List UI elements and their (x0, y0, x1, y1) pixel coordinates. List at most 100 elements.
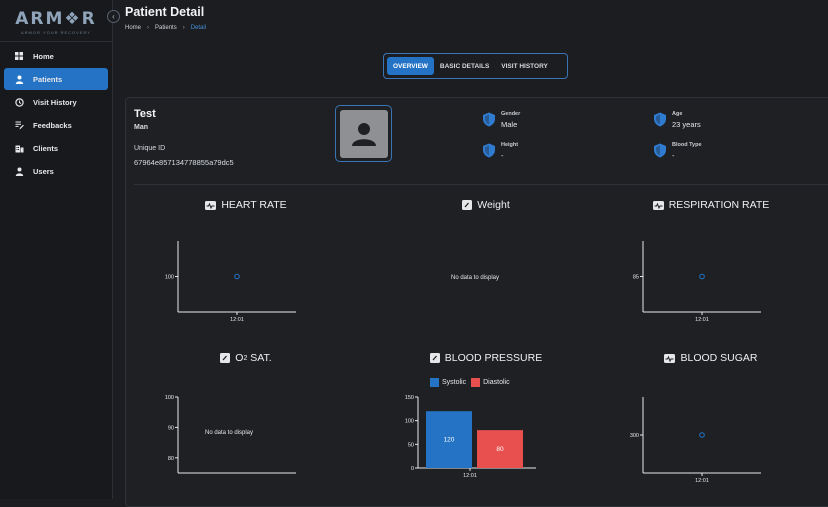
info-height: Height - (482, 142, 518, 160)
patient-name: Test (134, 108, 156, 120)
unique-id-label: Unique ID (134, 145, 166, 152)
legend-systolic[interactable]: Systolic (430, 378, 466, 387)
legend-diastolic[interactable]: Diastolic (471, 378, 510, 387)
monitor-heart-icon (664, 353, 676, 363)
y-tick-label: 100 (165, 395, 174, 401)
sidebar-item-label: Patients (33, 74, 63, 84)
bar-value-label: 80 (496, 446, 504, 453)
y-tick-label: 80 (168, 456, 174, 462)
breadcrumb-current: Detail (190, 25, 207, 31)
bar-diastolic (477, 430, 523, 468)
main-content: Patient Detail Home › Patients › Detail … (114, 0, 828, 507)
sidebar-collapse-button[interactable]: ‹ (107, 10, 120, 23)
blood-pressure-title: BLOOD PRESSURE (386, 352, 586, 364)
x-tick-label: 12:01 (695, 317, 709, 323)
info-age: Age 23 years (653, 111, 701, 129)
info-blood-type: Blood Type - (653, 142, 702, 160)
no-data-label: No data to display (451, 275, 499, 281)
weight-title: Weight (406, 199, 566, 211)
respiration-rate-title: RESPIRATION RATE (621, 199, 801, 211)
heart-rate-title: HEART RATE (166, 199, 326, 211)
person-icon (13, 75, 25, 84)
section-divider (134, 184, 828, 185)
weight-icon (220, 353, 231, 363)
sidebar-item-patients[interactable]: Patients (4, 68, 108, 90)
tab-basic-details[interactable]: BASIC DETAILS (439, 62, 490, 70)
gender-label: Gender (501, 111, 521, 117)
shield-icon (483, 112, 495, 127)
legend-swatch (471, 378, 481, 387)
blood-type-value: - (672, 151, 675, 160)
app-logo[interactable]: ARM❖R ARMOR YOUR RECOVERY (0, 0, 112, 40)
monitor-heart-icon (652, 200, 664, 210)
sidebar-item-visit-history[interactable]: Visit History (4, 91, 108, 113)
shield-icon (654, 112, 666, 127)
sidebar-nav: Home Patients Visit History Feedbacks Cl… (0, 45, 112, 182)
data-point (234, 273, 240, 280)
grid-icon (13, 52, 25, 60)
unique-id-value: 67964e857134778855a79dc5 (134, 158, 234, 167)
shield-icon (654, 143, 666, 158)
logo-text: ARM❖R (15, 9, 97, 29)
sidebar-item-clients[interactable]: Clients (4, 137, 108, 159)
sidebar-item-users[interactable]: Users (4, 160, 108, 182)
y-tick-label: 90 (168, 425, 174, 431)
sidebar-item-home[interactable]: Home (4, 45, 108, 67)
sidebar-item-feedbacks[interactable]: Feedbacks (4, 114, 108, 136)
no-data-label: No data to display (205, 430, 253, 436)
breadcrumb-patients[interactable]: Patients (155, 25, 177, 31)
avatar-frame (335, 105, 392, 162)
sidebar-item-label: Visit History (33, 97, 77, 107)
x-tick-label: 12:01 (463, 473, 477, 479)
blood-sugar-chart: 300 12:01 (630, 397, 761, 484)
tab-visit-history[interactable]: VISIT HISTORY (501, 62, 548, 70)
avatar (339, 109, 388, 158)
y-tick-label: 50 (408, 442, 414, 448)
history-icon (13, 97, 25, 107)
blood-sugar-title: BLOOD SUGAR (631, 352, 791, 364)
height-label: Height (501, 142, 519, 148)
weight-chart: No data to display (451, 275, 499, 281)
y-tick-label: 100 (405, 419, 414, 425)
sidebar-item-label: Feedbacks (33, 120, 72, 130)
user-icon (13, 167, 25, 176)
y-tick-label: 300 (630, 433, 639, 439)
respiration-rate-chart: 85 12:01 (633, 241, 761, 323)
tab-bar: OVERVIEW BASIC DETAILS VISIT HISTORY (383, 53, 568, 79)
feedback-icon (13, 121, 25, 130)
patient-overview-card: Test Man Unique ID 67964e857134778855a79… (125, 97, 828, 507)
sidebar-divider (0, 41, 112, 42)
x-tick-label: 12:01 (695, 478, 709, 484)
info-gender: Gender Male (482, 111, 520, 129)
person-placeholder-icon (351, 122, 376, 146)
data-point (699, 432, 705, 438)
page-title: Patient Detail (125, 5, 205, 19)
age-label: Age (672, 111, 683, 117)
chevron-right-icon: › (182, 25, 185, 31)
patient-gender-short: Man (134, 124, 148, 131)
bar-value-label: 120 (444, 437, 455, 444)
blood-pressure-chart: 150 100 50 0 12:01 120 80 (405, 395, 536, 479)
y-tick-label: 150 (405, 395, 414, 401)
bp-legend: Systolic Diastolic (430, 378, 515, 387)
breadcrumb-home[interactable]: Home (125, 25, 142, 31)
x-tick-label: 12:01 (230, 317, 244, 323)
data-point (699, 273, 705, 280)
sidebar-item-label: Clients (33, 143, 59, 153)
age-value: 23 years (672, 120, 701, 129)
logo-tagline: ARMOR YOUR RECOVERY (21, 30, 91, 35)
monitor-heart-icon (205, 200, 217, 210)
sidebar-item-label: Users (33, 166, 54, 176)
bar-systolic (426, 411, 472, 468)
weight-icon (462, 200, 473, 210)
breadcrumb: Home › Patients › Detail (125, 25, 206, 31)
y-tick-label: 85 (633, 275, 639, 281)
chevron-left-icon: ‹ (112, 12, 115, 21)
o2-sat-chart: 100 90 80 No data to display (165, 395, 296, 474)
blood-type-label: Blood Type (672, 142, 702, 148)
chevron-right-icon: › (147, 25, 150, 31)
tab-overview[interactable]: OVERVIEW (387, 57, 434, 75)
y-tick-label: 0 (411, 466, 414, 472)
clients-icon (13, 144, 25, 153)
